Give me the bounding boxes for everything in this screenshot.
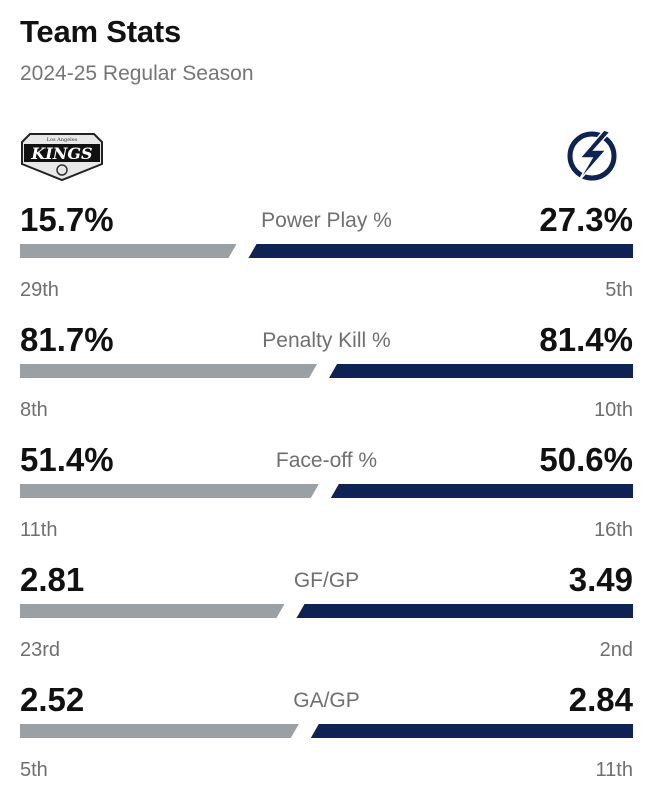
page-title: Team Stats — [20, 14, 182, 49]
svg-text:Los Angeles: Los Angeles — [47, 137, 78, 143]
comparison-bar — [20, 724, 633, 738]
right-team-value: 81.4% — [539, 321, 633, 358]
stat-row: Face-off % 51.4% 50.6% 11th 16th — [20, 440, 633, 560]
right-team-rank: 10th — [594, 399, 633, 421]
comparison-bar — [20, 364, 633, 378]
right-team-rank: 2nd — [599, 639, 633, 661]
left-team-value: 2.52 — [20, 681, 85, 718]
right-team-rank: 16th — [594, 519, 633, 541]
stat-label: Power Play % — [261, 209, 392, 232]
right-team-rank: 5th — [605, 279, 633, 301]
stat-label: GF/GP — [293, 569, 360, 592]
comparison-bar — [20, 604, 633, 618]
left-team-rank: 11th — [20, 519, 58, 541]
stat-label: GA/GP — [293, 689, 360, 712]
right-team-bar — [330, 484, 633, 498]
left-team-rank: 8th — [20, 399, 48, 421]
right-team-bar — [248, 244, 633, 258]
left-team-value: 81.7% — [20, 321, 114, 358]
comparison-bar — [20, 484, 633, 498]
right-team-value: 2.84 — [568, 681, 633, 718]
right-team-value: 3.49 — [568, 561, 633, 598]
right-team-rank: 11th — [595, 759, 633, 781]
right-team-value: 27.3% — [539, 201, 633, 238]
right-team-value: 50.6% — [539, 441, 633, 478]
left-team-rank: 5th — [20, 759, 48, 781]
left-team-rank: 23rd — [20, 639, 61, 661]
stat-row: GF/GP 2.81 3.49 23rd 2nd — [20, 560, 633, 680]
comparison-bar — [20, 244, 633, 258]
right-team-bar — [296, 604, 633, 618]
left-team-rank: 29th — [20, 279, 59, 301]
stat-row: Penalty Kill % 81.7% 81.4% 8th 10th — [20, 320, 633, 440]
season-subtitle: 2024-25 Regular Season — [20, 62, 254, 85]
left-team-bar — [20, 724, 299, 738]
right-team-bar — [310, 724, 633, 738]
left-team-value: 51.4% — [20, 441, 114, 478]
stat-row: GA/GP 2.52 2.84 5th 11th — [20, 680, 633, 800]
la-kings-logo-icon: KINGS Los Angeles — [21, 133, 103, 182]
left-team-bar — [20, 604, 285, 618]
tampa-bay-lightning-logo-icon — [567, 129, 617, 183]
right-team-bar — [329, 364, 633, 378]
left-team-value: 2.81 — [20, 561, 85, 598]
left-team-bar — [20, 244, 237, 258]
left-team-bar — [20, 484, 319, 498]
stat-label: Penalty Kill % — [262, 329, 391, 352]
left-team-value: 15.7% — [20, 201, 114, 238]
stat-row: Power Play % 15.7% 27.3% 29th 5th — [20, 200, 633, 320]
svg-text:KINGS: KINGS — [30, 144, 92, 163]
left-team-bar — [20, 364, 318, 378]
stat-label: Face-off % — [275, 449, 378, 472]
